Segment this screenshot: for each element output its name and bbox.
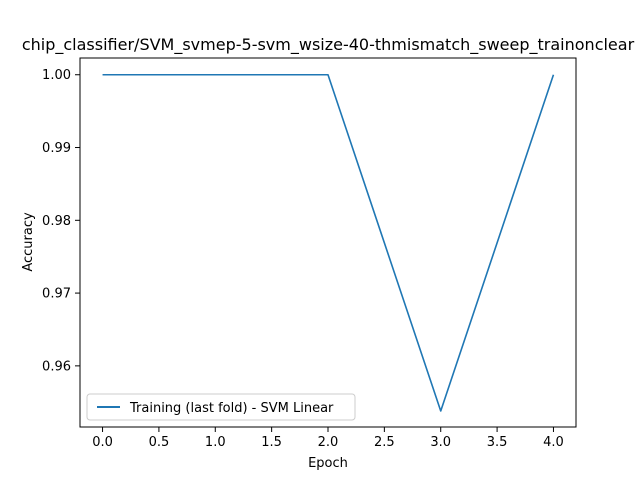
legend-box (86, 393, 356, 421)
y-axis-label: Accuracy (21, 212, 36, 272)
y-tick-label: 0.96 (42, 359, 71, 374)
x-axis-label: Epoch (308, 456, 348, 471)
chart-title: chip_classifier/SVM_svmep-5-svm_wsize-40… (22, 35, 635, 55)
x-tick-label: 0.5 (149, 435, 170, 450)
x-tick-label: 0.0 (92, 435, 113, 450)
x-tick-label: 2.0 (318, 435, 339, 450)
x-tick-label: 1.0 (205, 435, 226, 450)
x-tick-label: 1.5 (261, 435, 282, 450)
y-tick-label: 1.00 (42, 68, 71, 83)
x-tick-label: 3.0 (430, 435, 451, 450)
series-layer (102, 73, 555, 412)
x-axis: 0.0 0.5 1.0 1.5 2.0 2.5 3.0 3.5 4.0 (92, 427, 564, 450)
y-axis: 0.96 0.97 0.98 0.99 1.00 (42, 68, 80, 374)
x-tick-label: 2.5 (374, 435, 395, 450)
legend: Training (last fold) - SVM Linear (86, 393, 356, 421)
legend-label: Training (last fold) - SVM Linear (129, 401, 334, 416)
x-tick-label: 3.5 (487, 435, 508, 450)
y-tick-label: 0.97 (42, 287, 71, 302)
x-tick-label: 4.0 (543, 435, 564, 450)
series-line (102, 73, 555, 412)
y-tick-label: 0.98 (42, 214, 71, 229)
y-tick-label: 0.99 (42, 141, 71, 156)
